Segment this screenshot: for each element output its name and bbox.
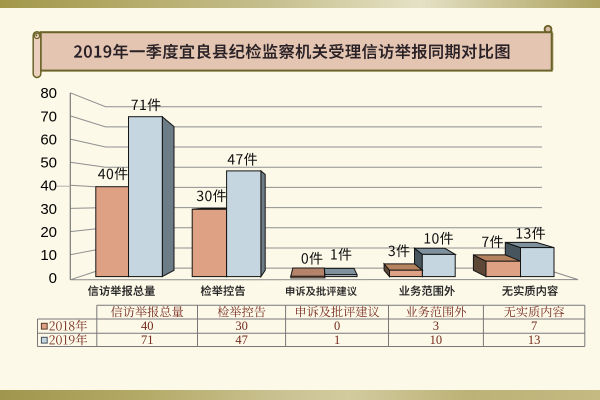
svg-text:50: 50 (40, 155, 57, 172)
svg-text:30: 30 (40, 201, 57, 218)
svg-text:7: 7 (531, 319, 537, 333)
svg-text:40: 40 (141, 319, 154, 333)
svg-text:1: 1 (334, 333, 340, 347)
svg-text:47: 47 (235, 333, 248, 347)
svg-text:30: 30 (235, 319, 248, 333)
svg-text:40: 40 (40, 178, 57, 195)
svg-text:60: 60 (40, 132, 57, 149)
svg-text:10: 10 (40, 247, 57, 264)
svg-text:80: 80 (40, 85, 57, 102)
svg-text:70: 70 (40, 108, 57, 125)
svg-text:71: 71 (141, 333, 154, 347)
svg-text:10: 10 (430, 333, 443, 347)
svg-text:3: 3 (433, 319, 439, 333)
svg-text:20: 20 (40, 224, 57, 241)
svg-text:13: 13 (528, 333, 541, 347)
svg-text:0: 0 (334, 319, 340, 333)
svg-text:0: 0 (49, 270, 57, 287)
